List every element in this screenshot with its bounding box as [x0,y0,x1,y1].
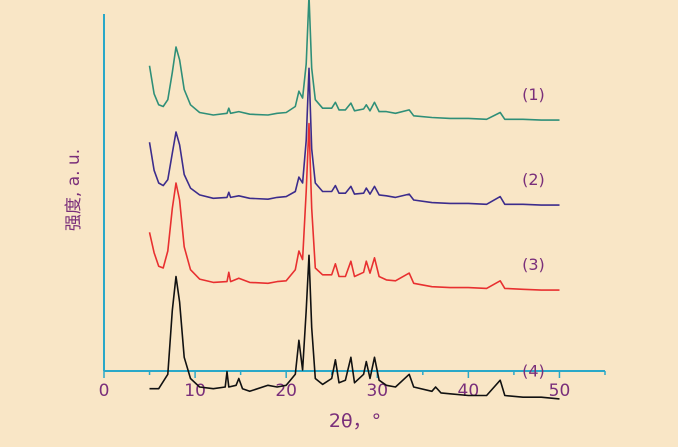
y-axis-label: 强度, a. u. [64,149,84,231]
series-label: (1) [522,85,545,104]
labels-group: (1) (2) (3) (4) [522,85,545,380]
series-line [148,67,560,206]
series-label: (4) [522,361,545,380]
x-tick-label: 20 [275,381,297,401]
series-line [148,0,560,121]
series-line [148,122,560,291]
series-line [149,254,560,400]
x-axis-label: 2θ，° [329,410,381,432]
x-tick-label: 10 [184,381,206,401]
x-tick-label: 40 [458,381,480,401]
series-label: (3) [522,255,545,274]
series-label: (2) [522,170,545,189]
x-tick-label: 30 [366,381,388,401]
x-tick-label: 0 [99,381,110,401]
series-group [148,0,560,400]
x-tick-label: 50 [549,381,571,401]
